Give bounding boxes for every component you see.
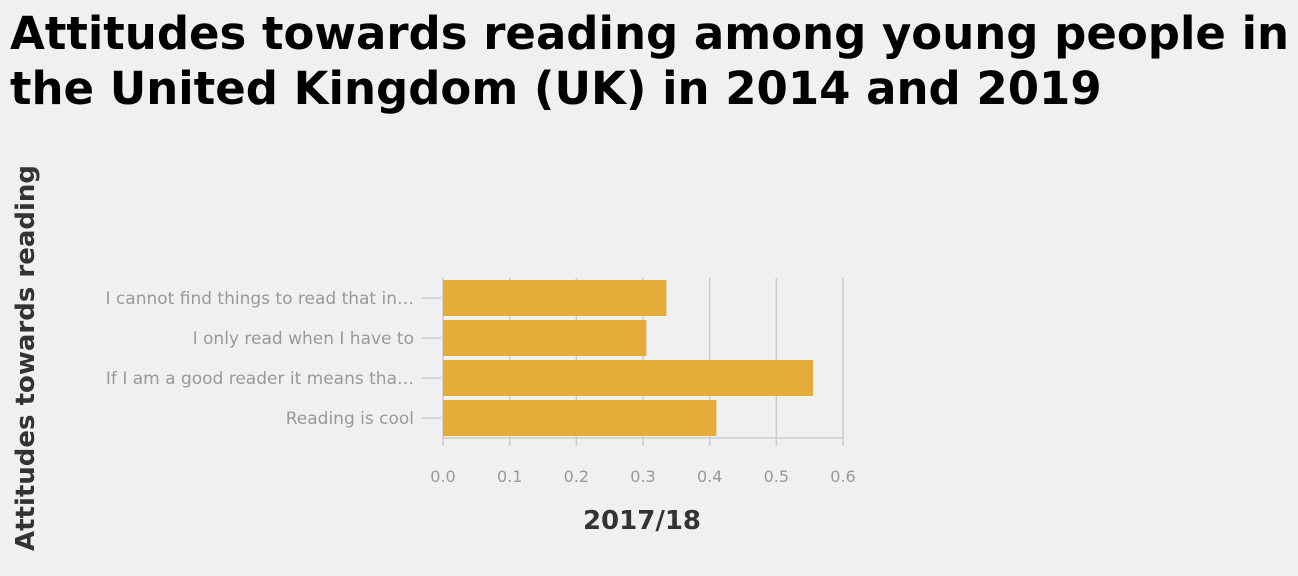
x-tick-label: 0.2 xyxy=(564,467,589,486)
x-tick-label: 0.0 xyxy=(430,467,455,486)
x-tick-label: 0.3 xyxy=(630,467,655,486)
bar xyxy=(443,280,667,316)
y-axis-label: Attitudes towards reading xyxy=(11,165,41,551)
x-tick-label: 0.1 xyxy=(497,467,522,486)
bar xyxy=(443,400,717,436)
x-axis-label: 2017/18 xyxy=(583,506,701,536)
chart-title: Attitudes towards reading among young pe… xyxy=(10,7,1290,115)
bar xyxy=(443,320,647,356)
y-tick-label: If I am a good reader it means tha… xyxy=(106,369,414,389)
y-tick-label: I only read when I have to xyxy=(193,329,414,349)
y-tick-label: I cannot find things to read that in… xyxy=(106,289,414,309)
bar xyxy=(443,360,813,396)
x-tick-label: 0.5 xyxy=(764,467,789,486)
y-tick-label: Reading is cool xyxy=(286,409,414,429)
x-tick-label: 0.4 xyxy=(697,467,722,486)
x-tick-label: 0.6 xyxy=(830,467,855,486)
